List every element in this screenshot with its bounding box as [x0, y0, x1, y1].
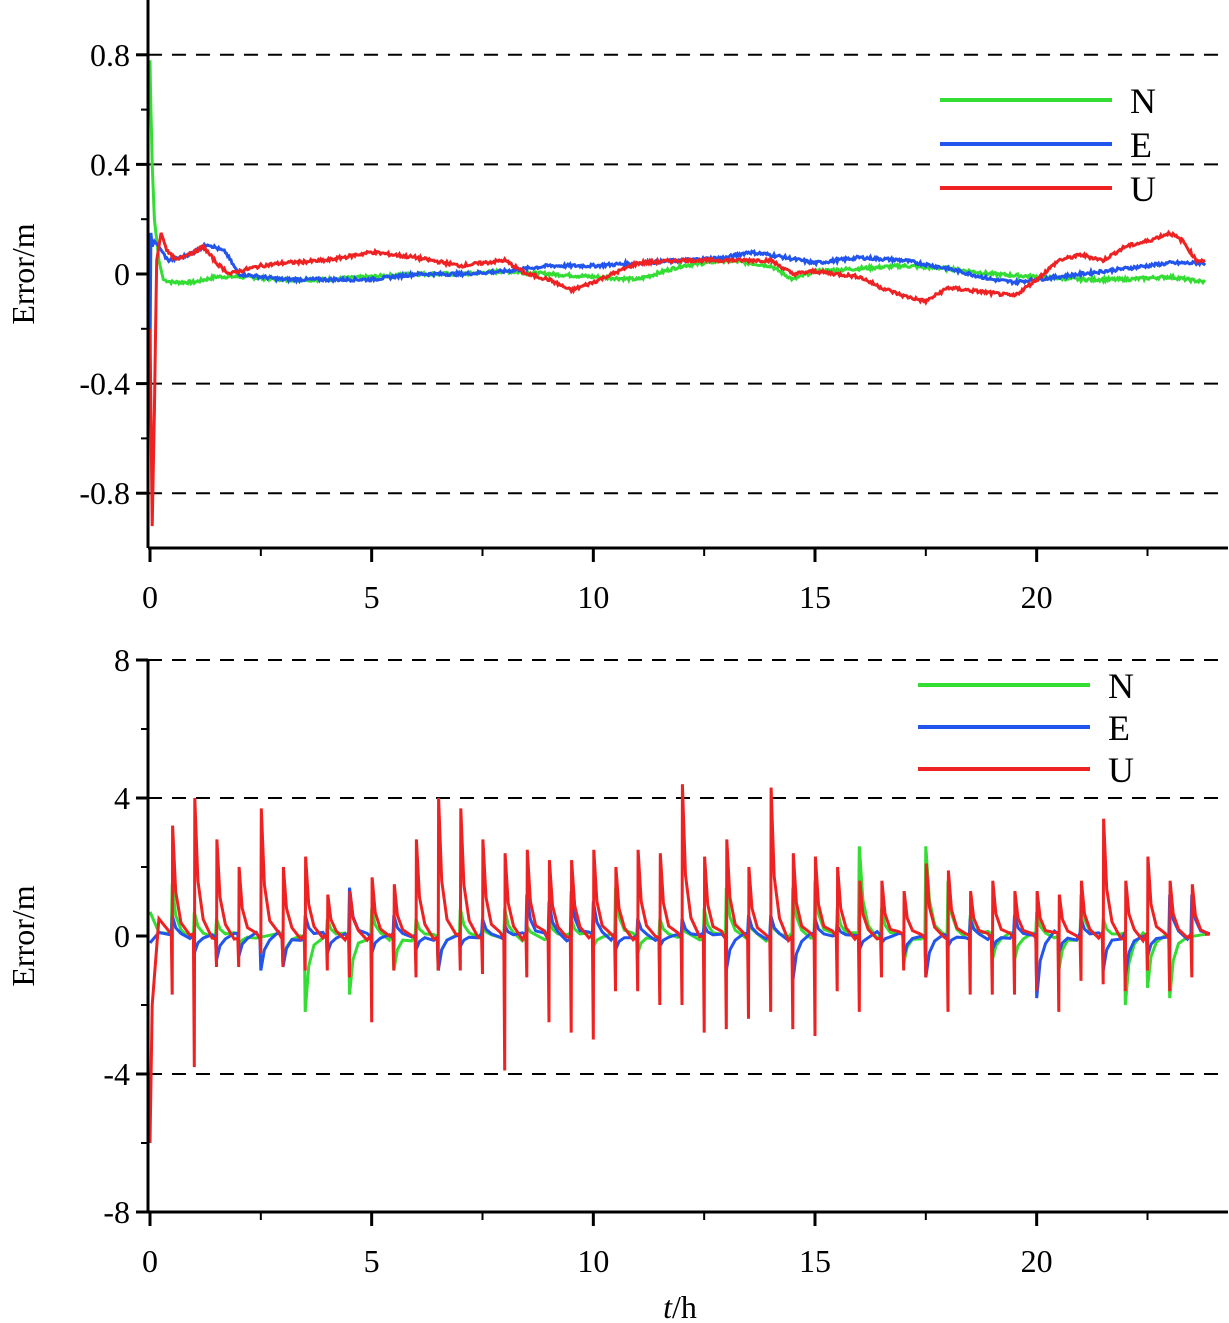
x-tick-label: 15 — [799, 1243, 831, 1279]
y-tick-label: -4 — [103, 1056, 130, 1092]
x-axis-label: t/h — [663, 1289, 697, 1323]
x-tick-label: 20 — [1021, 579, 1053, 615]
y-tick-label: 8 — [114, 642, 130, 678]
x-tick-label: 0 — [142, 579, 158, 615]
series-line-u — [148, 784, 1211, 1144]
legend-label-e: E — [1130, 125, 1152, 165]
y-tick-label: 4 — [114, 780, 130, 816]
x-tick-label: 10 — [577, 1243, 609, 1279]
legend-label-e: E — [1108, 708, 1130, 748]
y-axis-label: Error/m — [5, 885, 41, 986]
series-lines — [148, 784, 1211, 1144]
y-axis-label: Error/m — [5, 223, 41, 324]
top-panel: 0.8 0.4 0 -0.4 -0.8 0 5 10 15 20 Error/m NEU — [5, 0, 1228, 615]
bottom-panel: 8 4 0 -4 -8 0 5 10 15 20 Error/m t/h NEU — [5, 642, 1228, 1323]
series-line-u — [148, 229, 1206, 527]
x-tick-label: 15 — [799, 579, 831, 615]
y-tick-label: 0 — [114, 256, 130, 292]
series-lines — [148, 60, 1207, 527]
x-tick-label: 0 — [142, 1243, 158, 1279]
y-tick-label: -8 — [103, 1194, 130, 1230]
y-tick-label: 0.4 — [90, 146, 130, 182]
x-tick-label: 5 — [364, 1243, 380, 1279]
series-line-n — [148, 60, 1207, 287]
x-tick-label: 5 — [364, 579, 380, 615]
y-tick-label: -0.4 — [79, 366, 130, 402]
legend: NEU — [918, 666, 1134, 790]
y-tick-label: 0.8 — [90, 37, 130, 73]
series-line-n — [148, 846, 1206, 1013]
x-tick-label: 20 — [1021, 1243, 1053, 1279]
legend-label-u: U — [1130, 169, 1156, 209]
legend-label-n: N — [1108, 666, 1134, 706]
legend: NEU — [940, 81, 1156, 209]
x-tick-label: 10 — [577, 579, 609, 615]
y-tick-label: -0.8 — [79, 475, 130, 511]
y-tick-label: 0 — [114, 918, 130, 954]
legend-label-u: U — [1108, 750, 1134, 790]
series-line-e — [148, 232, 1207, 370]
legend-label-n: N — [1130, 81, 1156, 121]
